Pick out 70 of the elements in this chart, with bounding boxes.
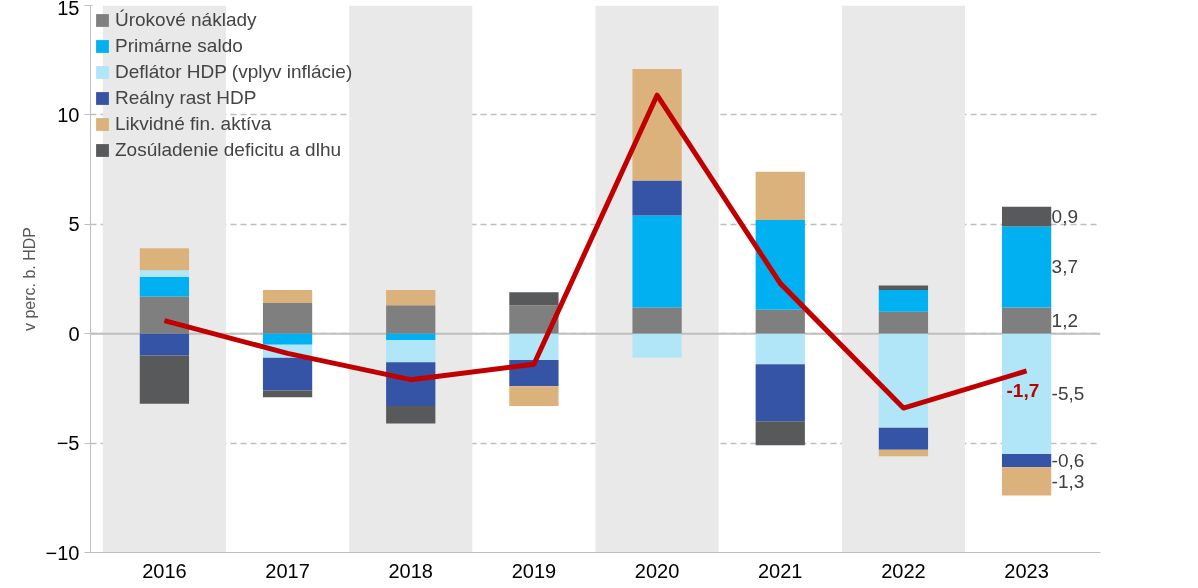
bar [139, 355, 190, 404]
bar [386, 289, 436, 306]
bar [509, 292, 559, 306]
legend-label: Úrokové náklady [115, 9, 257, 31]
x-tick-label: 2022 [881, 559, 926, 582]
y-tick-label: 0 [68, 322, 80, 345]
bar [262, 357, 313, 391]
bar [632, 180, 682, 216]
bar [139, 276, 190, 297]
bar [1001, 206, 1052, 227]
legend-label: Likvidné fin. aktíva [115, 113, 272, 135]
data-label: -1,7 [1006, 380, 1040, 402]
data-label: -1,3 [1051, 470, 1085, 492]
bar [632, 215, 682, 308]
bar [632, 68, 682, 181]
x-tick-label: 2021 [758, 559, 803, 582]
y-tick-label: 5 [68, 213, 80, 236]
x-tick-label: 2020 [634, 559, 680, 582]
bar [878, 449, 929, 457]
bar [632, 307, 682, 334]
legend-label: Zosúladenie deficitu a dlhu [115, 139, 342, 161]
bar [139, 270, 190, 277]
y-tick-label: 15 [57, 0, 80, 19]
bar [386, 340, 436, 363]
x-tick-label: 2019 [511, 559, 557, 582]
bar [386, 333, 436, 341]
data-label: 3,7 [1051, 256, 1079, 278]
y-tick-label: −5 [56, 432, 80, 455]
bar [139, 296, 190, 334]
data-label: -5,5 [1051, 383, 1085, 405]
bar [386, 405, 436, 424]
bar [878, 285, 929, 290]
bar [386, 305, 436, 334]
bar [878, 311, 929, 334]
legend-label: Primárne saldo [115, 35, 243, 57]
bar [878, 289, 929, 312]
bar [1001, 467, 1052, 496]
bar [755, 364, 805, 422]
x-tick-label: 2017 [265, 559, 310, 582]
data-label: 1,2 [1051, 310, 1079, 332]
bar [755, 171, 805, 220]
bar [1001, 307, 1052, 334]
legend-label: Reálny rast HDP [115, 87, 257, 109]
bar [1001, 226, 1052, 308]
bar [878, 333, 929, 428]
bar [139, 333, 190, 356]
bar [755, 219, 805, 310]
bar [262, 289, 313, 304]
y-tick-label: 10 [57, 103, 80, 126]
bar [509, 386, 559, 406]
bar [262, 303, 313, 334]
bar [755, 333, 805, 365]
bar [1001, 454, 1052, 468]
bar [755, 421, 805, 446]
x-tick-label: 2018 [388, 559, 433, 582]
bar [1001, 333, 1052, 455]
bar [509, 305, 559, 334]
bar [632, 333, 682, 358]
bar [262, 390, 313, 398]
y-axis-title: v perc. b. HDP [20, 226, 38, 332]
data-label: 0,9 [1051, 206, 1079, 228]
data-label: -0,6 [1051, 450, 1085, 472]
x-tick-label: 2016 [142, 559, 187, 582]
bar [755, 309, 805, 334]
y-tick-label: −10 [45, 541, 80, 564]
bar [139, 248, 190, 271]
bar [262, 333, 313, 345]
x-tick-label: 2023 [1004, 559, 1049, 582]
legend-label: Deflátor HDP (vplyv inflácie) [115, 61, 353, 83]
bar [878, 427, 929, 450]
